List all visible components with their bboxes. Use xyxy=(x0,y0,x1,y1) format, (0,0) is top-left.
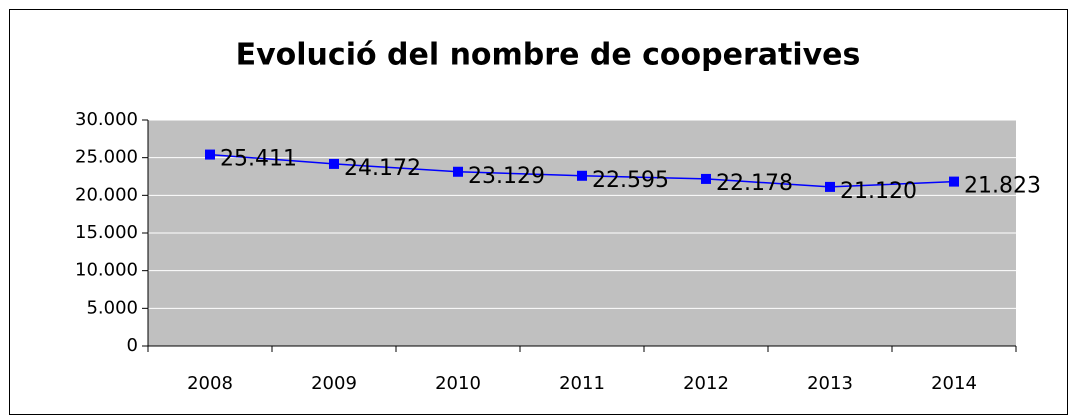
x-tick-label: 2009 xyxy=(311,373,357,394)
x-tick-label: 2008 xyxy=(187,373,233,394)
x-tick-label: 2011 xyxy=(559,373,605,394)
data-label: 25.411 xyxy=(220,147,297,172)
y-tick-label: 25.000 xyxy=(75,147,138,168)
y-tick-label: 30.000 xyxy=(75,109,138,130)
data-label: 21.120 xyxy=(840,179,917,204)
x-tick-label: 2014 xyxy=(931,373,977,394)
data-point xyxy=(825,181,835,192)
y-tick-label: 0 xyxy=(127,335,138,356)
data-label: 21.823 xyxy=(964,174,1041,199)
y-tick-label: 20.000 xyxy=(75,184,138,205)
x-tick-label: 2010 xyxy=(435,373,481,394)
y-tick-label: 5.000 xyxy=(86,297,138,318)
data-label: 22.178 xyxy=(716,171,793,196)
y-tick-label: 10.000 xyxy=(75,260,138,281)
data-label: 22.595 xyxy=(592,168,669,193)
data-point xyxy=(205,149,215,160)
chart-title: Evolució del nombre de cooperatives xyxy=(236,38,861,73)
data-point xyxy=(453,166,463,177)
y-tick-label: 15.000 xyxy=(75,222,138,243)
data-point xyxy=(949,176,959,187)
x-tick-label: 2012 xyxy=(683,373,729,394)
data-point xyxy=(701,173,711,184)
data-point xyxy=(577,170,587,181)
data-label: 24.172 xyxy=(344,156,421,181)
data-label: 23.129 xyxy=(468,164,545,189)
x-tick-label: 2013 xyxy=(807,373,853,394)
data-point xyxy=(329,158,339,169)
